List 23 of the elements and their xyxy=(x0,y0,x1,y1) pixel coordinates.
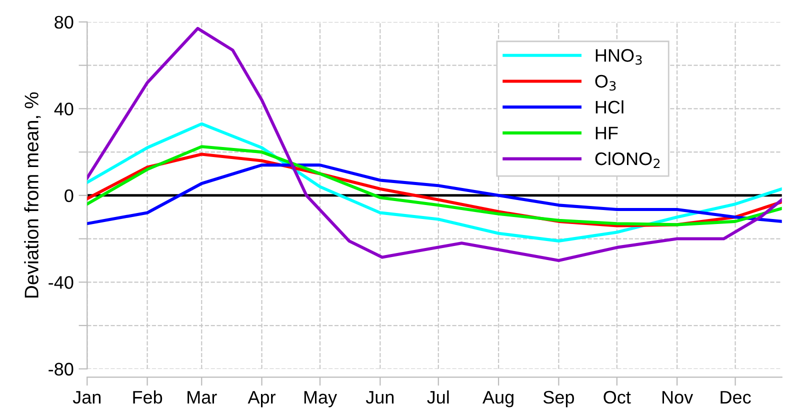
x-tick-label: Oct xyxy=(604,390,631,404)
legend-label: HNO$_{3}$ xyxy=(596,49,642,65)
y-tick-label: 80 xyxy=(54,16,74,29)
legend-label: HF xyxy=(596,126,618,140)
x-tick-label: Jul xyxy=(427,390,449,404)
y-axis-title: Deviation from mean, % xyxy=(24,92,41,298)
x-tick-label: Nov xyxy=(662,391,694,404)
x-tick-label: Aug xyxy=(482,391,514,408)
x-tick-label: Apr xyxy=(248,391,276,408)
legend-label: HCl xyxy=(596,100,624,114)
y-tick-label: -80 xyxy=(48,362,74,376)
x-tick-label: May xyxy=(304,391,338,408)
x-tick-label: Dec xyxy=(720,391,751,404)
legend-label: ClONO$_{2}$ xyxy=(595,152,660,168)
x-tick-label: Feb xyxy=(133,390,162,404)
x-tick-label: Jan xyxy=(72,391,101,404)
y-tick-label: -40 xyxy=(48,276,74,289)
x-tick-label: Mar xyxy=(188,391,217,404)
legend-label: O$_{3}$ xyxy=(595,74,616,91)
y-tick-label: 0 xyxy=(64,189,74,202)
x-tick-label: Jun xyxy=(366,391,394,404)
x-tick-label: Sep xyxy=(543,390,574,408)
y-tick-label: 40 xyxy=(54,102,74,116)
